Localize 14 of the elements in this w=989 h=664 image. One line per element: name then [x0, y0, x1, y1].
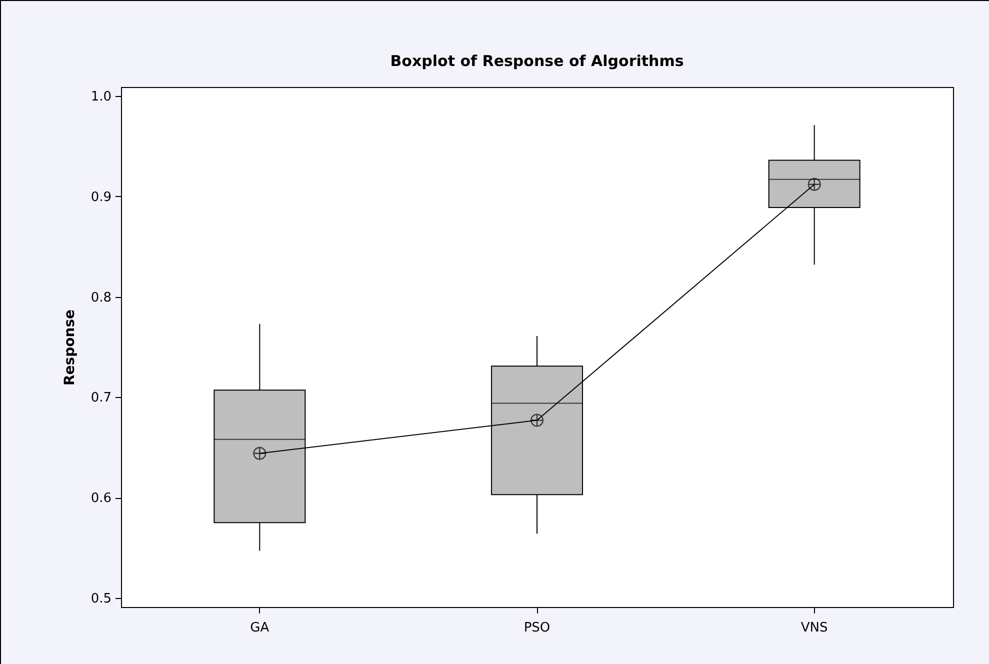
x-tick-label: PSO — [524, 620, 550, 636]
y-tick-label: 0.8 — [90, 290, 112, 306]
y-axis-title: Response — [62, 309, 78, 386]
x-tick-label: GA — [250, 620, 270, 636]
y-tick-label: 0.5 — [90, 591, 112, 606]
point — [808, 178, 821, 191]
y-tick-label: 0.7 — [90, 390, 112, 406]
y-tick-label: 0.6 — [90, 491, 112, 506]
point — [253, 446, 266, 460]
y-tick-label: 0.9 — [90, 190, 112, 205]
point — [530, 414, 544, 427]
x-tick-label: VNS — [800, 620, 828, 636]
y-tick-label: 1.0 — [90, 90, 112, 105]
chart-title: Boxplot of Response of Algorithms — [390, 52, 684, 70]
